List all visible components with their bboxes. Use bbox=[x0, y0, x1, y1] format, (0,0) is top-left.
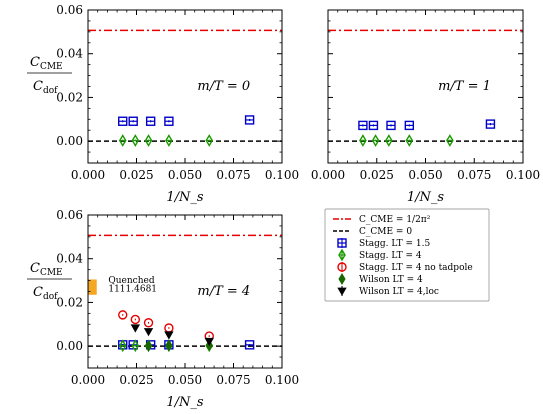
x-tick-label: 0.000 bbox=[311, 168, 345, 182]
y-tick-label: 0.02 bbox=[56, 295, 83, 309]
y-tick-label: 0.04 bbox=[56, 252, 83, 266]
chart-panel-1: 0.000 0.025 0.050 0.075 0.100 0.00 0.02 0.04 0.0… bbox=[56, 3, 299, 205]
series-2 bbox=[359, 134, 454, 147]
x-tick-label: 0.100 bbox=[265, 168, 299, 182]
x-tick-label: 0.025 bbox=[119, 168, 153, 182]
y-tick-label: 0.00 bbox=[56, 339, 83, 353]
y-tick-label: 0.06 bbox=[56, 208, 83, 222]
data-point bbox=[143, 318, 154, 328]
ylabel-num: CCME bbox=[30, 261, 63, 278]
quenched-band bbox=[88, 279, 97, 295]
data-point bbox=[204, 337, 214, 347]
x-axis-label: 1/N_s bbox=[166, 395, 204, 410]
data-point bbox=[130, 314, 141, 325]
x-tick-label: 0.100 bbox=[265, 373, 299, 387]
series-1 bbox=[358, 119, 496, 131]
chart-panel-2: 0.000 0.025 0.050 0.075 0.100 1/N_s m/T = 1 bbox=[311, 9, 540, 205]
legend-label: Stagg. LT = 1.5 bbox=[359, 239, 430, 249]
ylabel-den: Cdof bbox=[33, 79, 58, 96]
x-tick-label: 0.025 bbox=[119, 373, 153, 387]
y-tick-label: 0.06 bbox=[56, 3, 83, 17]
series-1 bbox=[118, 115, 255, 126]
legend-entry-1: C_CME = 1/2π² bbox=[333, 215, 431, 225]
data-point bbox=[118, 310, 128, 320]
legend-entry-7: Wilson LT = 4,loc bbox=[337, 286, 439, 297]
y-tick-label: 0.04 bbox=[56, 47, 83, 61]
legend-entry-6: Wilson LT = 4 bbox=[338, 273, 423, 285]
x-tick-label: 0.100 bbox=[506, 168, 540, 182]
data-point bbox=[130, 324, 141, 333]
data-point bbox=[131, 134, 140, 147]
legend-entry-4: Stagg. LT = 4 bbox=[338, 248, 422, 262]
legend-label: Stagg. LT = 4 bbox=[359, 251, 422, 261]
x-tick-label: 0.000 bbox=[71, 373, 105, 387]
legend-label: C_CME = 0 bbox=[359, 227, 412, 237]
legend-label: Wilson LT = 4,loc bbox=[359, 287, 439, 297]
legend-marker bbox=[337, 262, 347, 272]
legend-marker bbox=[338, 248, 346, 262]
series-1 bbox=[118, 340, 255, 350]
quenched-label: Quenched bbox=[108, 276, 154, 286]
series-5 bbox=[130, 324, 214, 347]
data-point bbox=[446, 134, 454, 147]
y-tick-label: 0.00 bbox=[56, 134, 83, 148]
y-axis-label-top: CCME Cdof bbox=[27, 55, 72, 96]
data-point bbox=[165, 134, 173, 147]
data-point bbox=[118, 134, 127, 147]
x-tick-label: 0.000 bbox=[71, 168, 105, 182]
x-tick-label: 0.050 bbox=[168, 373, 202, 387]
data-point bbox=[144, 134, 153, 147]
data-point bbox=[205, 134, 214, 147]
legend-entry-2: C_CME = 0 bbox=[333, 227, 412, 237]
y-tick-label: 0.02 bbox=[56, 90, 83, 104]
data-point bbox=[359, 134, 367, 147]
y-axis-label-bottom: CCME Cdof bbox=[27, 261, 72, 302]
x-tick-label: 0.075 bbox=[457, 168, 491, 182]
data-point bbox=[385, 134, 393, 147]
x-tick-label: 0.050 bbox=[408, 168, 442, 182]
data-point bbox=[131, 339, 140, 353]
ylabel-den: Cdof bbox=[33, 285, 58, 302]
x-axis-label: 1/N_s bbox=[407, 190, 445, 205]
panel-annotation: m/T = 4 bbox=[197, 284, 250, 299]
legend-entry-3: Stagg. LT = 1.5 bbox=[337, 238, 430, 249]
legend-marker bbox=[337, 287, 347, 296]
panel-annotation: m/T = 0 bbox=[197, 79, 250, 94]
data-point bbox=[118, 339, 127, 353]
data-point bbox=[143, 328, 154, 337]
data-point bbox=[164, 331, 174, 340]
x-tick-label: 0.075 bbox=[216, 373, 250, 387]
panel-annotation: m/T = 1 bbox=[438, 79, 491, 94]
x-tick-label: 0.050 bbox=[168, 168, 202, 182]
legend-label: Stagg. LT = 4 no tadpole bbox=[359, 263, 473, 273]
legend-label: Wilson LT = 4 bbox=[359, 275, 423, 285]
x-tick-label: 0.075 bbox=[216, 168, 250, 182]
axes-frame bbox=[87, 9, 283, 164]
data-point bbox=[405, 134, 414, 147]
legend-marker bbox=[338, 273, 346, 285]
legend-label: C_CME = 1/2π² bbox=[359, 215, 431, 225]
series-2 bbox=[118, 134, 214, 147]
quenched-ref: 1111.4681 bbox=[108, 285, 157, 295]
data-point bbox=[144, 339, 153, 352]
data-point bbox=[371, 134, 380, 147]
axes-frame bbox=[327, 9, 524, 164]
ylabel-num: CCME bbox=[30, 55, 63, 72]
legend-entry-5: Stagg. LT = 4 no tadpole bbox=[337, 262, 473, 273]
x-tick-label: 0.025 bbox=[360, 168, 394, 182]
x-axis-label: 1/N_s bbox=[166, 190, 204, 205]
data-point bbox=[165, 339, 173, 352]
legend: C_CME = 1/2π² C_CME = 0 Stagg. LT = 1.5 Sta… bbox=[324, 208, 490, 302]
